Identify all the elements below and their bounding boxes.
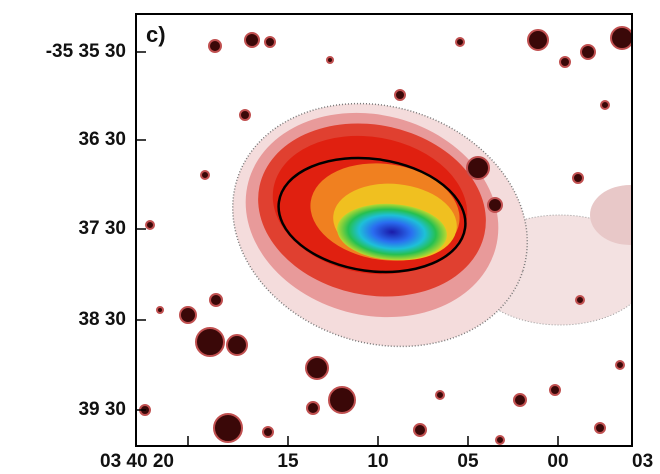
y-tick-label: 38 30 <box>78 309 126 330</box>
x-tick-label: 00 <box>547 451 568 472</box>
y-tick-label: -35 35 30 <box>46 41 126 62</box>
y-tick-label: 37 30 <box>78 218 126 239</box>
y-tick-labels: -35 35 30 36 30 37 30 38 30 39 30 <box>46 41 126 420</box>
x-tick-labels: 03 40 20 15 10 05 00 03 <box>100 451 653 472</box>
x-tick-label: 15 <box>277 451 299 472</box>
x-tick-label: 03 40 20 <box>100 451 174 472</box>
figure: c) -35 35 30 36 30 37 30 38 30 39 30 03 40 2… <box>0 0 660 474</box>
x-tick-label: 05 <box>457 451 479 472</box>
y-tick-label: 36 30 <box>78 129 126 150</box>
panel-label: c) <box>146 22 166 47</box>
x-tick-label: 10 <box>367 451 388 472</box>
x-tick-label: 03 <box>632 451 653 472</box>
y-tick-label: 39 30 <box>78 399 126 420</box>
